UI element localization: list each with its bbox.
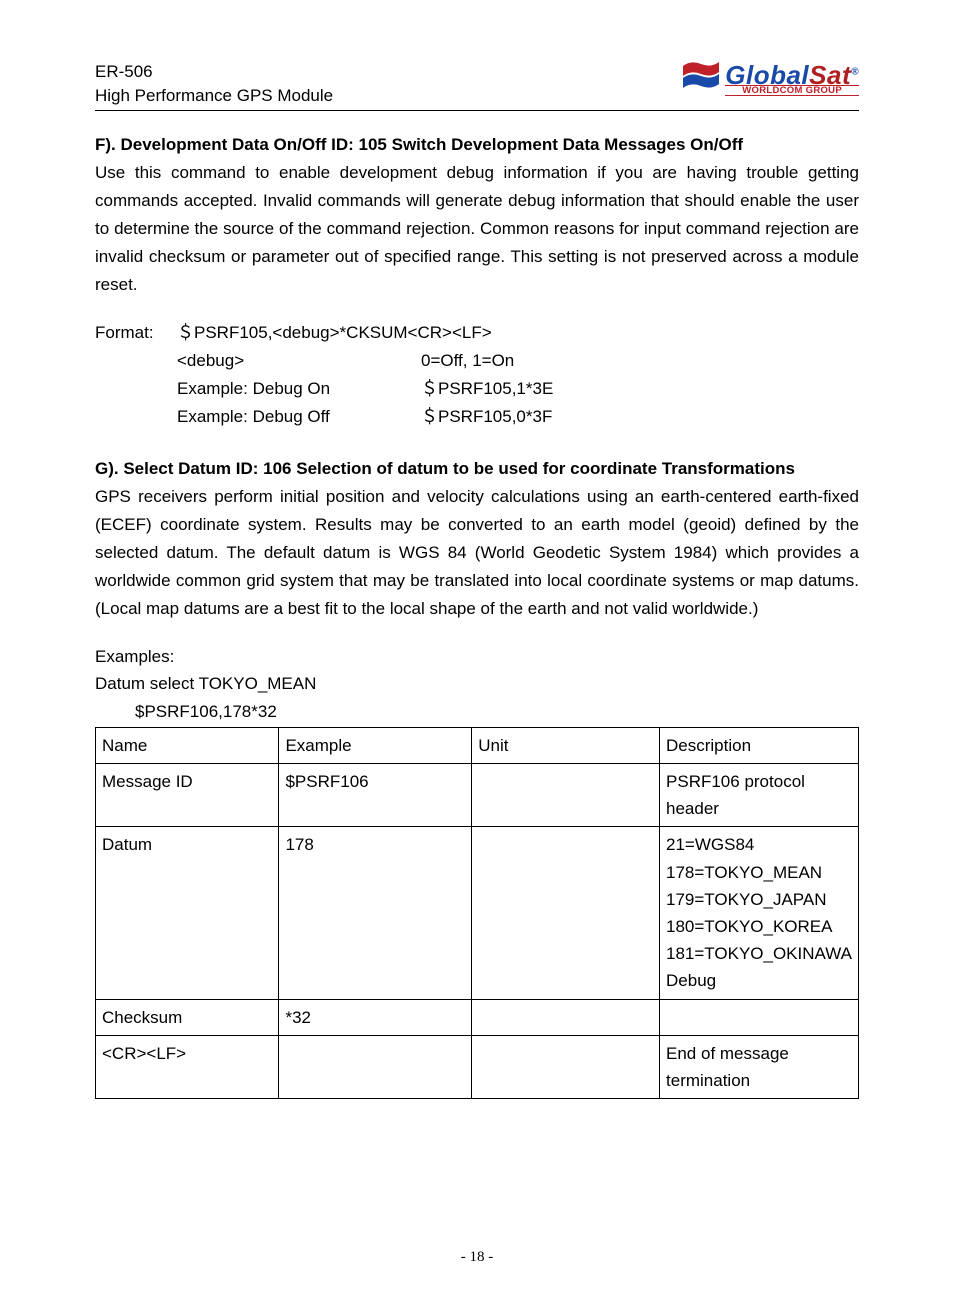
cell-unit xyxy=(472,764,660,827)
cell-unit xyxy=(472,827,660,999)
table-row: Checksum *32 xyxy=(96,999,859,1035)
logo-text: GlobalSat® WORLDCOM GROUP xyxy=(725,63,859,97)
section-g-title: G). Select Datum ID: 106 Selection of da… xyxy=(95,459,859,479)
datum-select-line: Datum select TOKYO_MEAN xyxy=(95,670,859,697)
cell-example: *32 xyxy=(279,999,472,1035)
th-example: Example xyxy=(279,727,472,763)
cell-name: Checksum xyxy=(96,999,279,1035)
page-number: - 18 - xyxy=(95,1249,859,1266)
th-desc: Description xyxy=(660,727,859,763)
header-left: ER-506 High Performance GPS Module xyxy=(95,60,333,108)
datum-command: $PSRF106,178*32 xyxy=(95,698,859,725)
format-row-a: Example: Debug Off xyxy=(177,403,421,431)
th-name: Name xyxy=(96,727,279,763)
cell-name: Message ID xyxy=(96,764,279,827)
examples-block: Examples: Datum select TOKYO_MEAN $PSRF1… xyxy=(95,643,859,725)
format-row-a: Example: Debug On xyxy=(177,375,421,403)
table-row: Datum 178 21=WGS84 178=TOKYO_MEAN 179=TO… xyxy=(96,827,859,999)
cell-name: Datum xyxy=(96,827,279,999)
format-label: Format: xyxy=(95,319,177,347)
cell-unit xyxy=(472,999,660,1035)
logo-main: GlobalSat® xyxy=(725,63,859,88)
section-g-body: GPS receivers perform initial position a… xyxy=(95,483,859,623)
cell-desc xyxy=(660,999,859,1035)
cell-desc: End of message termination xyxy=(660,1035,859,1098)
th-unit: Unit xyxy=(472,727,660,763)
format-value: ＄PSRF105,<debug>*CKSUM<CR><LF> xyxy=(177,319,492,347)
cell-desc: PSRF106 protocol header xyxy=(660,764,859,827)
cell-unit xyxy=(472,1035,660,1098)
logo: GlobalSat® WORLDCOM GROUP xyxy=(681,60,859,99)
cell-example: 178 xyxy=(279,827,472,999)
cell-name: <CR><LF> xyxy=(96,1035,279,1098)
logo-subtitle: WORLDCOM GROUP xyxy=(725,85,859,96)
table-row: Message ID $PSRF106 PSRF106 protocol hea… xyxy=(96,764,859,827)
page: ER-506 High Performance GPS Module Globa… xyxy=(0,0,954,1306)
cell-desc: 21=WGS84 178=TOKYO_MEAN 179=TOKYO_JAPAN … xyxy=(660,827,859,999)
page-header: ER-506 High Performance GPS Module Globa… xyxy=(95,60,859,111)
format-row-b: ＄PSRF105,0*3F xyxy=(421,403,552,431)
format-row-b: ＄PSRF105,1*3E xyxy=(421,375,553,403)
cell-example: $PSRF106 xyxy=(279,764,472,827)
examples-label: Examples: xyxy=(95,643,859,670)
cell-example xyxy=(279,1035,472,1098)
datum-table: Name Example Unit Description Message ID… xyxy=(95,727,859,1099)
table-header-row: Name Example Unit Description xyxy=(96,727,859,763)
doc-model: ER-506 xyxy=(95,60,333,84)
section-f-body: Use this command to enable development d… xyxy=(95,159,859,299)
format-block: Format: ＄PSRF105,<debug>*CKSUM<CR><LF> <… xyxy=(95,319,859,431)
logo-mark-icon xyxy=(681,60,721,99)
doc-subtitle: High Performance GPS Module xyxy=(95,84,333,108)
format-row-a: <debug> xyxy=(177,347,421,375)
format-row-b: 0=Off, 1=On xyxy=(421,347,514,375)
table-row: <CR><LF> End of message termination xyxy=(96,1035,859,1098)
section-f-title: F). Development Data On/Off ID: 105 Swit… xyxy=(95,135,859,155)
